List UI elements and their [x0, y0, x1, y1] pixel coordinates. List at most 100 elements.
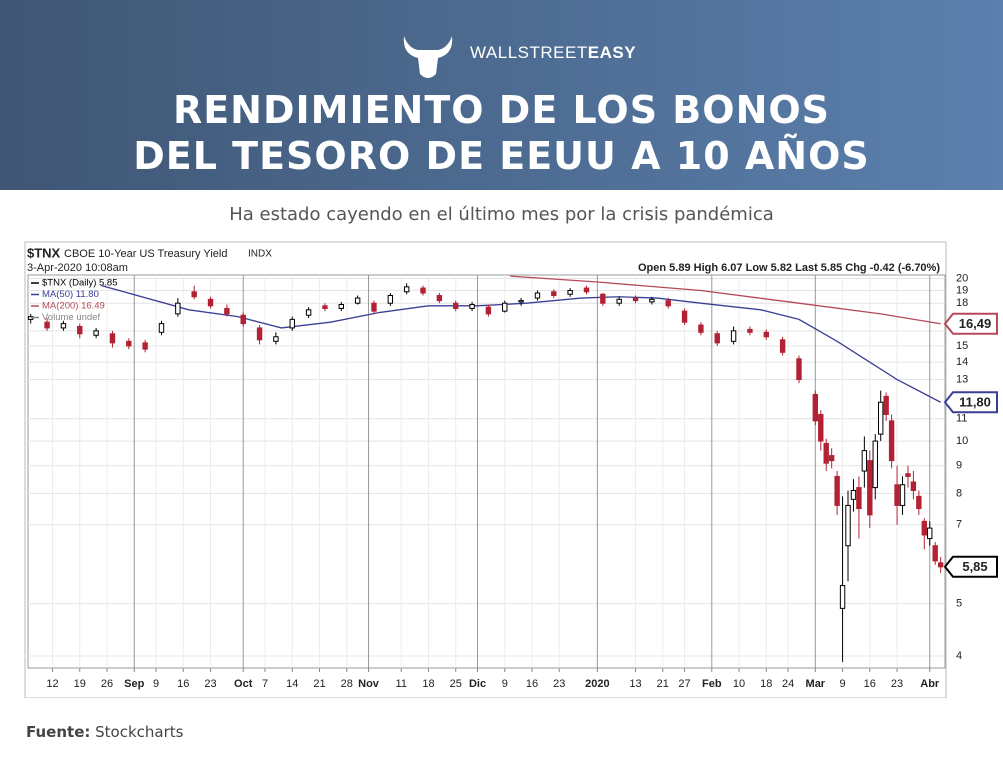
candle-body: [371, 302, 377, 312]
candle-body: [665, 300, 671, 307]
y-tick-label: 9: [956, 460, 962, 472]
x-tick-label: 9: [840, 678, 846, 690]
last-value-marker: [943, 555, 998, 578]
candle-body: [583, 287, 590, 293]
candle-body: [175, 302, 181, 315]
x-tick-label: 23: [204, 678, 216, 690]
candle-body: [888, 420, 895, 462]
last-value-label: 16,49: [959, 316, 992, 331]
candle-body: [747, 328, 753, 333]
candle-body: [224, 307, 230, 315]
x-tick-label: 24: [782, 678, 794, 690]
candle-body: [839, 585, 846, 609]
y-tick-label: 7: [956, 519, 962, 531]
candle-body: [387, 295, 394, 304]
header: WALLSTREETEASY RENDIMIENTO DE LOS BONOS …: [0, 0, 1003, 190]
candle-body: [207, 298, 214, 307]
candle-body: [485, 306, 492, 315]
x-tick-label: 21: [657, 678, 669, 690]
candle-body: [93, 330, 99, 336]
brand-bold: EASY: [587, 43, 637, 62]
datetime: 3-Apr-2020 10:08am: [27, 262, 128, 274]
symbol-name: CBOE 10-Year US Treasury Yield: [64, 248, 227, 260]
plot-area: [27, 274, 946, 669]
candle-body: [921, 520, 927, 536]
candle-body: [867, 460, 873, 516]
candle-body: [338, 304, 344, 309]
chart: $TNX CBOE 10-Year US Treasury Yield INDX…: [24, 241, 998, 698]
candle-body: [850, 489, 857, 500]
x-tick-label: Abr: [920, 678, 940, 690]
candle-body: [518, 300, 524, 303]
source-text: Stockcharts: [95, 723, 184, 741]
x-tick-label: 19: [74, 678, 86, 690]
candle-body: [354, 297, 361, 304]
x-tick-label: 7: [262, 678, 268, 690]
x-tick-label: 16: [864, 678, 876, 690]
candle-body: [469, 304, 475, 309]
x-tick-label: 9: [153, 678, 159, 690]
x-tick-label: 28: [341, 678, 353, 690]
x-tick-label: 18: [760, 678, 772, 690]
legend-label: MA(50) 11.80: [42, 289, 99, 300]
candle-body: [534, 292, 541, 299]
candle-body: [77, 325, 83, 335]
candle-body: [109, 333, 116, 344]
candle-body: [273, 336, 279, 342]
last-value-marker: [943, 312, 998, 335]
y-tick-label: 19: [956, 284, 968, 296]
x-tick-label: 14: [286, 678, 298, 690]
candle-body: [894, 484, 900, 506]
candle-body: [779, 339, 786, 353]
candle-body: [322, 305, 328, 309]
brand: WALLSTREETEASY: [470, 43, 636, 63]
ma-line: [510, 275, 941, 325]
candle-body: [845, 504, 851, 547]
chart-frame: [24, 241, 947, 698]
logo: [403, 36, 453, 78]
symbol: $TNX: [27, 245, 61, 260]
y-tick-label: 5: [956, 598, 962, 610]
ma-line: [101, 285, 941, 403]
y-tick-label: 4: [956, 650, 962, 662]
candle-body: [403, 286, 410, 293]
x-tick-label: 21: [313, 678, 325, 690]
y-tick-label: 11: [956, 413, 967, 425]
x-tick-label: Sep: [124, 678, 144, 690]
candle-body: [649, 298, 655, 303]
exchange: INDX: [248, 249, 272, 260]
x-tick-label: 23: [553, 678, 565, 690]
y-tick-label: 14: [956, 356, 968, 368]
candle-body: [927, 527, 933, 540]
candle-body: [44, 321, 50, 329]
x-tick-label: 16: [526, 678, 538, 690]
x-tick-label: 13: [629, 678, 641, 690]
candle-body: [551, 291, 557, 297]
candle-body: [812, 393, 819, 422]
candle-body: [436, 295, 443, 302]
candle-body: [796, 358, 802, 381]
candle-body: [289, 318, 295, 329]
last-value-marker: [943, 391, 998, 414]
x-tick-label: 25: [450, 678, 462, 690]
x-tick-label: 11: [396, 678, 407, 690]
candle-body: [878, 401, 884, 435]
candle-body: [681, 310, 688, 323]
candle-body: [916, 495, 922, 510]
x-tick-label: 2020: [585, 678, 609, 690]
source: Fuente: Stockcharts: [26, 723, 183, 741]
candle-body: [905, 473, 911, 477]
x-tick-label: 23: [891, 678, 903, 690]
candle-body: [932, 545, 938, 562]
x-tick-label: 12: [46, 678, 58, 690]
candle-body: [256, 327, 263, 341]
x-tick-label: 26: [101, 678, 113, 690]
candle-body: [937, 562, 944, 568]
x-tick-label: 16: [177, 678, 189, 690]
candle-body: [305, 309, 312, 316]
y-tick-label: 8: [956, 487, 962, 499]
x-tick-label: 10: [733, 678, 745, 690]
candle-body: [142, 342, 148, 350]
candle-body: [240, 314, 246, 325]
